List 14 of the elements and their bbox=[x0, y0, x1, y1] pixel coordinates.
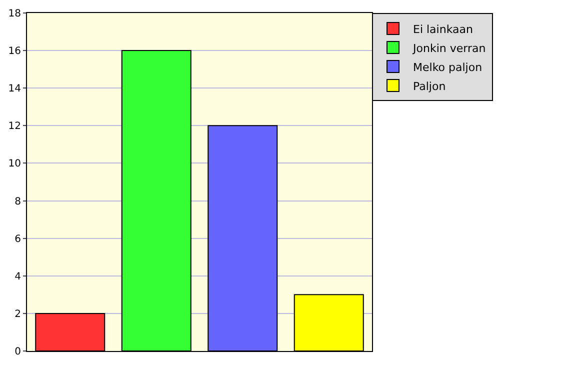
y-tick-label: 16 bbox=[8, 46, 21, 58]
legend-label: Ei lainkaan bbox=[413, 22, 473, 36]
legend-label: Jonkin verran bbox=[412, 42, 486, 55]
y-tick-label: 2 bbox=[14, 308, 21, 320]
y-tick-label: 10 bbox=[8, 158, 21, 170]
y-tick-label: 14 bbox=[8, 84, 21, 95]
legend-label: Melko paljon bbox=[413, 60, 482, 74]
y-tick-label: 8 bbox=[14, 196, 21, 208]
y-tick-label: 6 bbox=[14, 234, 21, 245]
y-tick-label: 4 bbox=[14, 271, 21, 282]
y-tick-label: 0 bbox=[14, 346, 21, 358]
legend-label: Paljon bbox=[413, 80, 446, 93]
y-tick-label: 12 bbox=[8, 121, 21, 132]
y-tick-label: 18 bbox=[8, 8, 21, 20]
